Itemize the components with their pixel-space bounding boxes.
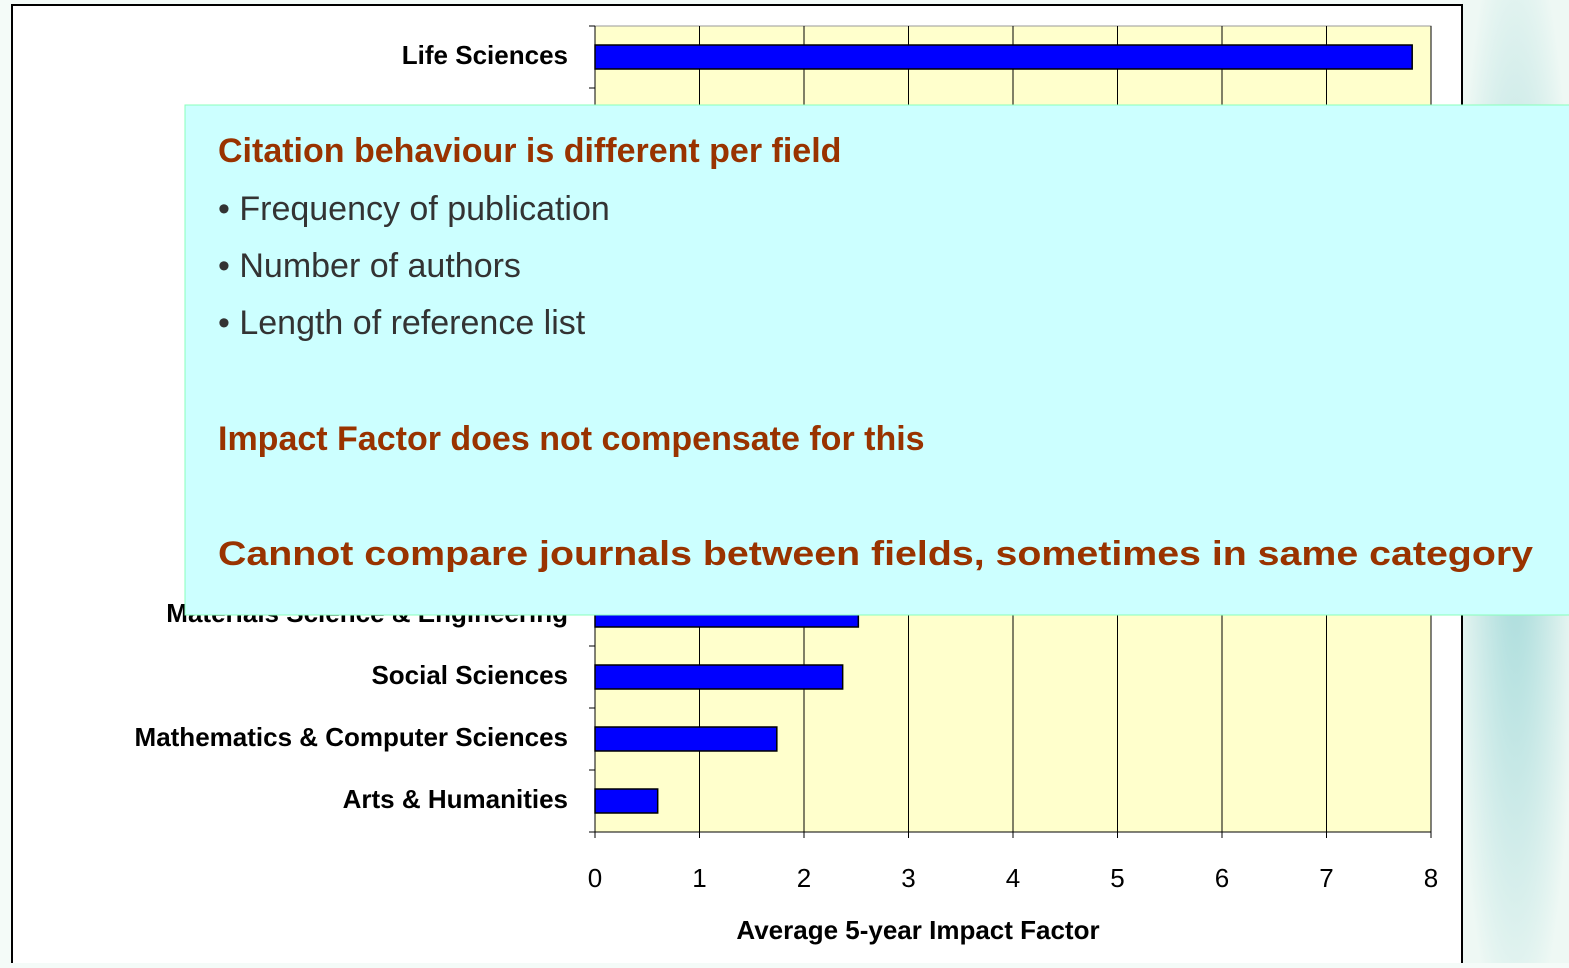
bar [594, 44, 1413, 70]
x-tick-label: 2 [797, 863, 811, 893]
x-tick-label: 5 [1110, 863, 1124, 893]
x-axis-title: Average 5-year Impact Factor [736, 915, 1099, 945]
callout-note: Impact Factor does not compensate for th… [218, 420, 925, 458]
x-tick-label: 4 [1006, 863, 1020, 893]
bar [594, 664, 844, 690]
y-tick-label: Mathematics & Computer Sciences [135, 722, 568, 752]
callout: Citation behaviour is different per fiel… [218, 132, 1533, 573]
callout-box [184, 104, 1569, 616]
callout-heading: Citation behaviour is different per fiel… [218, 132, 841, 170]
x-tick-label: 6 [1215, 863, 1229, 893]
x-tick-label: 0 [588, 863, 602, 893]
callout-bullet: • Length of reference list [218, 304, 586, 342]
callout-bullet: • Frequency of publication [218, 190, 610, 228]
callout-note: Cannot compare journals between fields, … [218, 535, 1533, 573]
x-tick-label: 7 [1319, 863, 1333, 893]
y-tick-label: Life Sciences [402, 40, 568, 70]
bar [594, 788, 659, 814]
bar [594, 726, 778, 752]
x-tick-label: 8 [1424, 863, 1438, 893]
callout-bullet: • Number of authors [218, 247, 521, 285]
y-tick-label: Arts & Humanities [343, 784, 568, 814]
y-tick-label: Social Sciences [371, 660, 568, 690]
x-tick-label: 3 [901, 863, 915, 893]
x-tick-label: 1 [692, 863, 706, 893]
